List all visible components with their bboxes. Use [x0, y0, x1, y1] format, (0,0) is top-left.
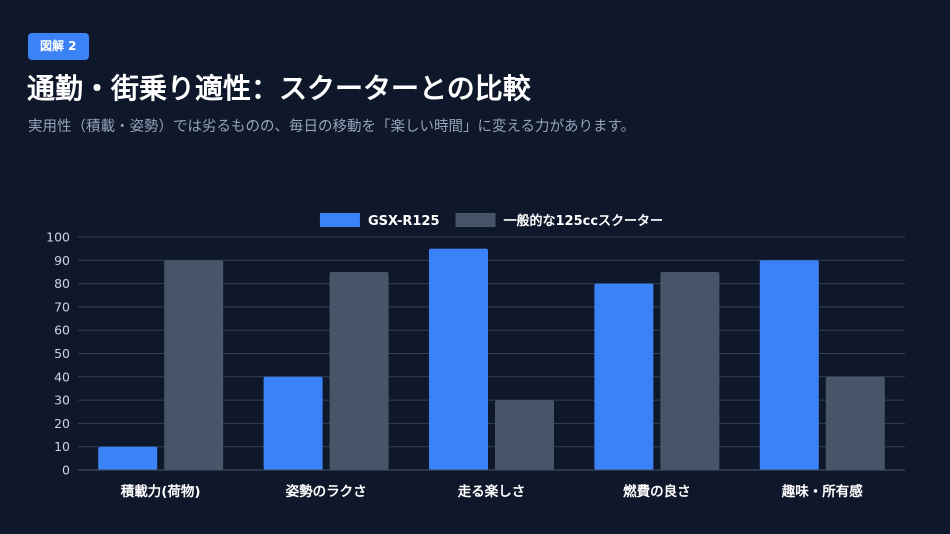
x-tick-label: 燃費の良さ: [623, 483, 691, 500]
legend-swatch: [319, 213, 360, 227]
y-tick-label: 0: [62, 463, 70, 478]
bar-gsx-1: [263, 376, 323, 470]
y-tick-label: 10: [54, 439, 70, 454]
bar-gsx-2: [429, 248, 488, 470]
x-tick-label: 走る楽しさ: [458, 483, 526, 500]
legend-label: 一般的な125ccスクーター: [503, 213, 663, 229]
bar-scooter-2: [495, 400, 554, 470]
chart-bars: [98, 248, 885, 470]
legend-swatch: [455, 213, 496, 227]
y-tick-label: 50: [54, 346, 70, 361]
comparison-bar-chart: GSX-R125 一般的な125ccスクーター 0 10 20 30 40 50 60 70 80…: [46, 213, 905, 500]
chart-legend: GSX-R125 一般的な125ccスクーター: [319, 213, 663, 229]
page-subtitle: 実用性（積載・姿勢）では劣るものの、毎日の移動を「楽しい時間」に変える力がありま…: [28, 119, 636, 135]
y-tick-label: 60: [54, 323, 70, 338]
x-axis: 積載力(荷物) 姿勢のラクさ 走る楽しさ 燃費の良さ 趣味・所有感: [78, 469, 905, 500]
bar-scooter-0: [164, 260, 224, 470]
x-tick-label: 趣味・所有感: [781, 483, 863, 500]
y-tick-label: 20: [54, 416, 70, 431]
bar-scooter-4: [825, 376, 885, 470]
legend-item-0[interactable]: GSX-R125: [319, 213, 440, 229]
page-title: 通勤・街乗り適性：スクーターとの比較: [27, 72, 531, 105]
legend-label: GSX-R125: [368, 214, 440, 229]
y-tick-label: 90: [54, 253, 70, 268]
y-tick-label: 70: [54, 299, 70, 314]
bar-gsx-4: [759, 260, 819, 470]
bar-gsx-3: [594, 283, 654, 470]
y-tick-label: 40: [54, 369, 70, 384]
y-tick-label: 100: [46, 230, 70, 245]
legend-item-1[interactable]: 一般的な125ccスクーター: [455, 213, 663, 229]
bar-scooter-3: [660, 271, 720, 470]
y-tick-label: 30: [54, 393, 70, 408]
figure-badge: 図解 2: [28, 33, 89, 60]
y-tick-label: 80: [54, 276, 70, 291]
x-tick-label: 積載力(荷物): [120, 483, 201, 500]
bar-scooter-1: [329, 271, 389, 470]
bar-gsx-0: [98, 446, 158, 470]
x-tick-label: 姿勢のラクさ: [286, 483, 367, 500]
y-axis: 0 10 20 30 40 50 60 70 80 90 100: [46, 230, 70, 478]
